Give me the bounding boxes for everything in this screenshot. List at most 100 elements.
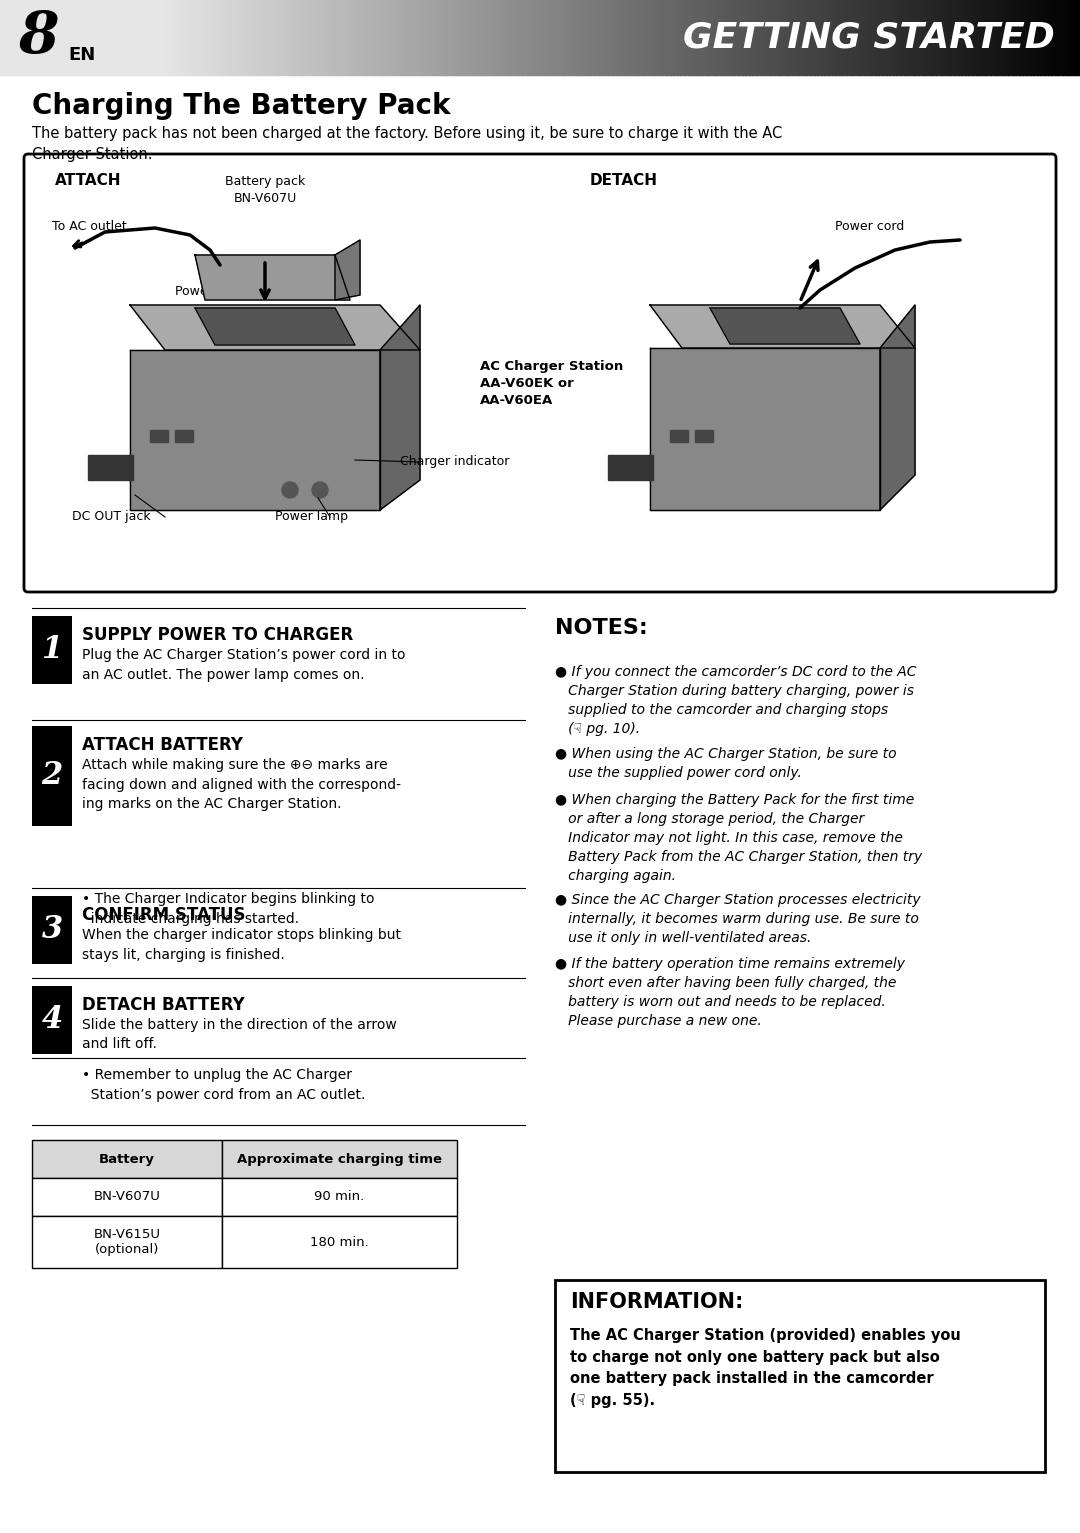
Bar <box>105 0 109 75</box>
Text: Slide the battery in the direction of the arrow
and lift off.: Slide the battery in the direction of th… <box>82 1018 396 1052</box>
Bar <box>543 0 549 75</box>
Bar <box>900 0 905 75</box>
Bar <box>292 0 296 75</box>
Bar <box>518 0 523 75</box>
Bar <box>222 1216 457 1268</box>
Bar <box>756 0 760 75</box>
Bar <box>159 0 163 75</box>
Bar <box>1015 0 1020 75</box>
Text: ● If the battery operation time remains extremely
   short even after having bee: ● If the battery operation time remains … <box>555 957 905 1027</box>
Bar <box>1044 0 1049 75</box>
Bar <box>175 429 193 442</box>
Bar <box>799 0 804 75</box>
Bar <box>1026 0 1030 75</box>
Bar <box>435 0 441 75</box>
Text: Approximate charging time: Approximate charging time <box>237 1153 442 1165</box>
Bar <box>842 0 847 75</box>
Bar <box>90 0 95 75</box>
Bar <box>245 0 249 75</box>
Bar <box>213 0 217 75</box>
Bar <box>450 0 455 75</box>
Bar <box>18 0 23 75</box>
Text: 8: 8 <box>17 9 58 66</box>
Bar <box>65 0 69 75</box>
Bar <box>356 0 361 75</box>
Bar <box>3 0 9 75</box>
Bar <box>219 0 225 75</box>
Bar <box>918 0 922 75</box>
Bar <box>281 0 285 75</box>
Bar <box>980 0 984 75</box>
Bar <box>940 0 944 75</box>
Bar <box>46 0 52 75</box>
Bar <box>861 0 865 75</box>
Bar <box>548 0 552 75</box>
Bar <box>696 429 713 442</box>
Text: Power cord: Power cord <box>175 285 245 297</box>
Bar <box>954 0 959 75</box>
Bar <box>666 0 671 75</box>
Bar <box>835 0 840 75</box>
Bar <box>111 0 117 75</box>
Bar <box>1062 0 1067 75</box>
Text: The AC Charger Station (provided) enables you
to charge not only one battery pac: The AC Charger Station (provided) enable… <box>570 1328 961 1407</box>
Bar <box>608 455 653 480</box>
Bar <box>367 0 372 75</box>
Polygon shape <box>710 308 860 343</box>
Bar <box>165 0 171 75</box>
Bar <box>932 0 937 75</box>
Bar <box>961 0 966 75</box>
Bar <box>828 0 833 75</box>
Bar <box>151 0 156 75</box>
Polygon shape <box>880 305 915 510</box>
Bar <box>1048 0 1052 75</box>
Bar <box>22 0 26 75</box>
Bar <box>187 0 192 75</box>
Bar <box>943 0 948 75</box>
Bar <box>626 0 631 75</box>
Polygon shape <box>195 254 350 300</box>
Bar <box>813 0 819 75</box>
Bar <box>921 0 927 75</box>
Bar <box>684 0 689 75</box>
Bar <box>137 0 141 75</box>
Bar <box>1037 0 1041 75</box>
Bar <box>36 0 41 75</box>
Text: Attach while making sure the ⊕⊖ marks are
facing down and aligned with the corre: Attach while making sure the ⊕⊖ marks ar… <box>82 757 401 811</box>
Text: EN: EN <box>68 46 95 64</box>
Bar <box>256 0 260 75</box>
Text: Battery pack
BN-V607U: Battery pack BN-V607U <box>225 175 306 205</box>
Bar <box>29 0 33 75</box>
Bar <box>51 0 55 75</box>
Bar <box>284 0 289 75</box>
Bar <box>856 0 862 75</box>
Bar <box>273 0 279 75</box>
Text: DETACH: DETACH <box>590 173 658 189</box>
Bar <box>656 0 660 75</box>
Polygon shape <box>335 241 360 300</box>
Bar <box>630 0 635 75</box>
Bar <box>497 0 501 75</box>
Bar <box>896 0 901 75</box>
Bar <box>224 0 228 75</box>
Bar <box>403 0 408 75</box>
Bar <box>882 0 887 75</box>
Circle shape <box>282 481 298 498</box>
Text: AC Charger Station
AA-V60EK or
AA-V60EA: AC Charger Station AA-V60EK or AA-V60EA <box>480 360 623 406</box>
Bar <box>230 0 235 75</box>
Bar <box>191 0 195 75</box>
Bar <box>670 429 688 442</box>
Text: ● When using the AC Charger Station, be sure to
   use the supplied power cord o: ● When using the AC Charger Station, be … <box>555 747 896 780</box>
Bar <box>306 0 311 75</box>
Text: When the charger indicator stops blinking but
stays lit, charging is finished.: When the charger indicator stops blinkin… <box>82 927 401 961</box>
Bar <box>734 0 739 75</box>
Bar <box>802 0 808 75</box>
Bar <box>1029 0 1035 75</box>
Bar <box>878 0 883 75</box>
Bar <box>1051 0 1056 75</box>
Bar <box>680 0 685 75</box>
Bar <box>176 0 181 75</box>
Bar <box>327 0 333 75</box>
Text: NOTES:: NOTES: <box>555 618 648 638</box>
Text: ● When charging the Battery Pack for the first time
   or after a long storage p: ● When charging the Battery Pack for the… <box>555 793 922 883</box>
